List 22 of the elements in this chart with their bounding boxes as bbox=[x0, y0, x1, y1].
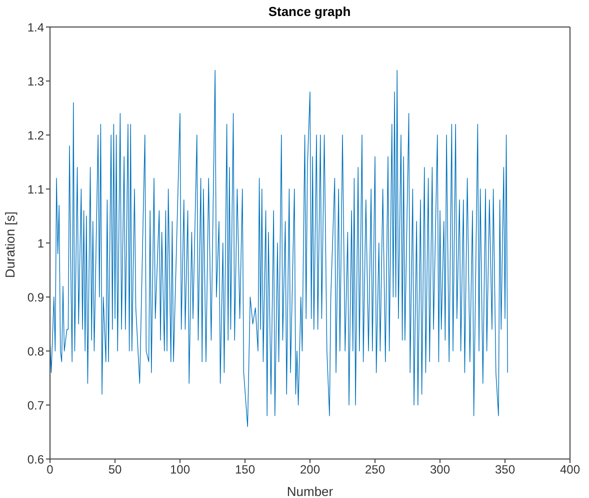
x-tick-label: 0 bbox=[46, 462, 54, 477]
y-tick-label: 0.6 bbox=[27, 452, 44, 466]
x-tick-label: 400 bbox=[560, 462, 580, 477]
y-tick-label: 1.3 bbox=[27, 74, 44, 88]
x-tick-label: 250 bbox=[364, 462, 386, 477]
line-series bbox=[50, 70, 508, 427]
y-tick-label: 0.7 bbox=[27, 398, 44, 412]
x-axis-title: Number bbox=[286, 484, 334, 498]
x-tick-label: 100 bbox=[170, 462, 190, 477]
x-tick-label: 300 bbox=[430, 462, 450, 477]
y-tick-label: 1.1 bbox=[27, 182, 44, 196]
y-tick-label: 0.9 bbox=[27, 290, 44, 304]
y-tick-label: 1.2 bbox=[27, 128, 44, 142]
x-tick-label: 200 bbox=[300, 462, 320, 477]
y-tick-label: 1 bbox=[37, 236, 44, 250]
y-tick-label: 1.4 bbox=[27, 20, 44, 34]
y-tick-label: 0.8 bbox=[27, 344, 44, 358]
chart-title: Stance graph bbox=[267, 4, 352, 19]
y-axis-title: Duration [s] bbox=[2, 212, 18, 278]
x-tick-label: 350 bbox=[494, 462, 516, 477]
x-tick-label: 50 bbox=[108, 462, 122, 477]
x-tick-label: 150 bbox=[234, 462, 256, 477]
